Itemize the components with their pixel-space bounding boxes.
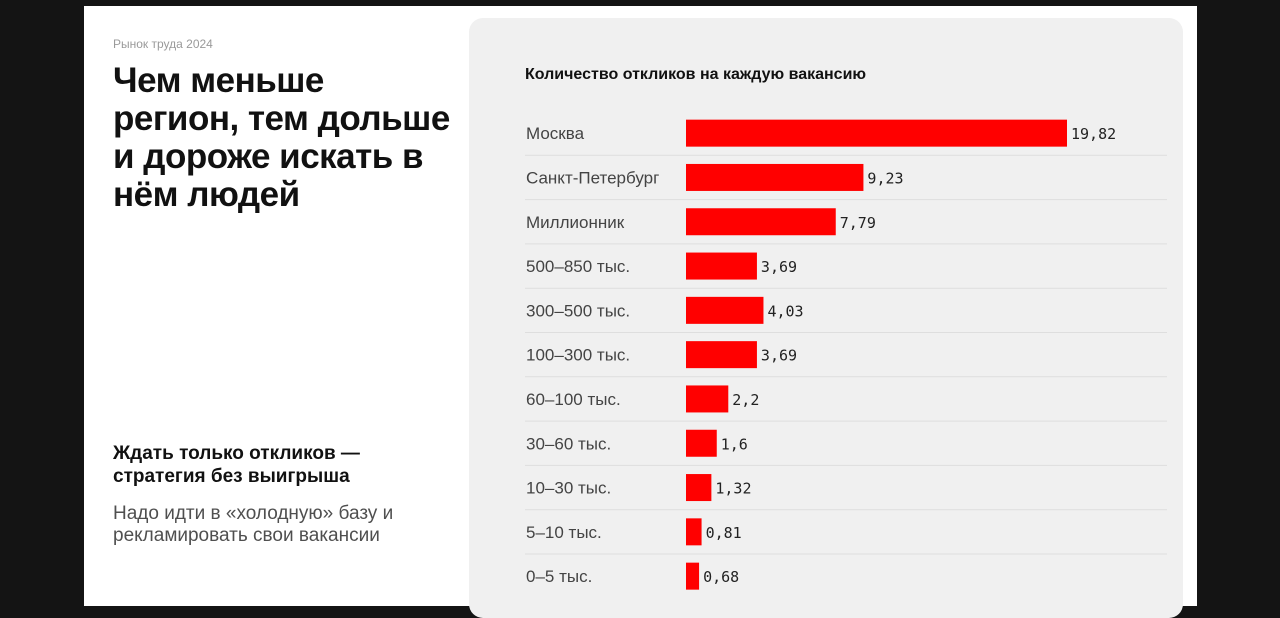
bar — [686, 429, 717, 457]
category-label: 300–500 тыс. — [526, 301, 630, 320]
category-label: 5–10 тыс. — [526, 523, 602, 542]
value-label: 3,69 — [761, 347, 797, 365]
bar — [686, 474, 712, 502]
value-label: 0,81 — [706, 524, 742, 542]
bar — [686, 562, 700, 590]
body-text: Надо идти в «холодную» базу и рекламиров… — [113, 503, 394, 546]
value-label: 1,32 — [715, 480, 751, 498]
bar — [686, 119, 1067, 147]
category-label: 60–100 тыс. — [526, 390, 621, 409]
category-label: Москва — [526, 124, 585, 143]
bar — [686, 163, 864, 191]
category-label: 500–850 тыс. — [526, 257, 630, 276]
bar — [686, 341, 757, 369]
category-label: 30–60 тыс. — [526, 434, 611, 453]
headline: Чем меньше регион, тем дольше и дороже и… — [113, 61, 450, 214]
bar — [686, 208, 836, 236]
bar-chart: Количество откликов на каждую вакансию М… — [525, 66, 1167, 590]
value-label: 0,68 — [703, 568, 739, 586]
category-label: Санкт-Петербург — [526, 168, 659, 187]
value-label: 4,03 — [767, 302, 803, 320]
bar — [686, 252, 757, 280]
value-label: 2,2 — [732, 391, 759, 409]
value-label: 9,23 — [867, 169, 903, 187]
chart-title: Количество откликов на каждую вакансию — [525, 66, 866, 83]
category-label: 0–5 тыс. — [526, 567, 592, 586]
bar — [686, 518, 702, 546]
category-label: Миллионник — [526, 213, 625, 232]
value-label: 7,79 — [840, 214, 876, 232]
category-label: 100–300 тыс. — [526, 346, 630, 365]
bar — [686, 385, 729, 413]
value-label: 3,69 — [761, 258, 797, 276]
slide: Рынок труда 2024 Чем меньше регион, тем … — [84, 6, 1197, 618]
subheadline: Ждать только откликов — стратегия без вы… — [113, 443, 360, 487]
value-label: 1,6 — [721, 435, 748, 453]
category-label: 10–30 тыс. — [526, 479, 611, 498]
chart-rows: Москва 19,82 Санкт-Петербург 9,23 Миллионник… — [525, 119, 1167, 590]
eyebrow-label: Рынок труда 2024 — [113, 37, 213, 51]
chart-panel: Количество откликов на каждую вакансию М… — [469, 18, 1183, 618]
value-label: 19,82 — [1071, 125, 1116, 143]
bar — [686, 296, 764, 324]
